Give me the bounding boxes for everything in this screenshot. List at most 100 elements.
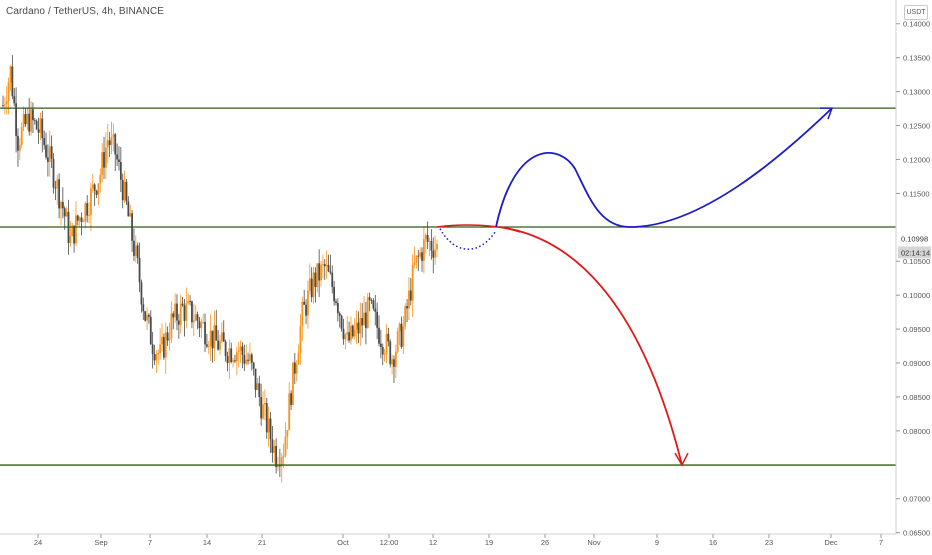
candle-body bbox=[75, 215, 77, 244]
candle-body bbox=[121, 179, 124, 201]
candle-body bbox=[198, 321, 201, 329]
candle-body bbox=[30, 109, 32, 132]
candle-body bbox=[230, 348, 233, 362]
candle-body bbox=[290, 393, 292, 405]
candle-body bbox=[224, 341, 227, 357]
candle-body bbox=[415, 255, 418, 263]
candle-body bbox=[54, 187, 57, 189]
candles bbox=[2, 55, 438, 483]
candle-body bbox=[365, 312, 367, 328]
candle-body bbox=[245, 359, 248, 364]
candle-body bbox=[256, 383, 259, 390]
candle-body bbox=[249, 354, 251, 361]
candle-body bbox=[263, 403, 266, 405]
candle-body bbox=[202, 321, 205, 323]
x-tick-label: 7 bbox=[879, 538, 883, 547]
candle-body bbox=[370, 300, 373, 301]
candle-body bbox=[335, 301, 337, 304]
candle-body bbox=[166, 332, 169, 341]
candle-body bbox=[394, 351, 397, 367]
candle-body bbox=[69, 235, 72, 243]
time-axis[interactable]: 24 Sep 7 14 21 Oct 12:00 12 19 26 Nov 9 16 23 Dec 7 bbox=[0, 533, 896, 547]
candle-body bbox=[45, 145, 47, 158]
candle-body bbox=[307, 290, 309, 316]
candle-body bbox=[383, 354, 386, 356]
candle-body bbox=[419, 252, 422, 257]
candle-body bbox=[260, 397, 263, 419]
candle-body bbox=[35, 120, 38, 130]
candle-body bbox=[430, 241, 433, 251]
candle-body bbox=[22, 114, 25, 128]
projection-paths[interactable] bbox=[436, 107, 834, 467]
candle-body bbox=[11, 66, 14, 97]
candle-body bbox=[366, 297, 369, 328]
candle-body bbox=[60, 201, 62, 209]
candle-body bbox=[65, 211, 68, 217]
candle-body bbox=[351, 325, 354, 337]
y-tick-label: 0.10000 bbox=[903, 291, 930, 300]
candle-body bbox=[275, 445, 278, 468]
candle-body bbox=[134, 245, 137, 256]
candle-body bbox=[228, 348, 231, 363]
x-tick-label: 23 bbox=[765, 538, 773, 547]
candle-body bbox=[136, 245, 139, 258]
candle-body bbox=[280, 457, 283, 467]
candle-body bbox=[146, 314, 148, 321]
candle-body bbox=[426, 235, 429, 242]
candle-body bbox=[103, 152, 105, 168]
candle-body bbox=[84, 203, 87, 222]
last-price-bg bbox=[898, 233, 931, 245]
candle-body bbox=[9, 66, 12, 83]
bearish-projection-path[interactable] bbox=[499, 226, 683, 466]
candle-body bbox=[357, 322, 360, 334]
candle-body bbox=[391, 359, 394, 365]
candle-body bbox=[247, 359, 249, 361]
candle-body bbox=[63, 208, 66, 217]
candle-body bbox=[127, 201, 130, 217]
candle-body bbox=[374, 308, 377, 312]
x-tick-label: Nov bbox=[587, 538, 601, 547]
candle-body bbox=[340, 315, 343, 329]
candle-body bbox=[78, 217, 81, 221]
candle-body bbox=[346, 332, 349, 335]
candle-body bbox=[18, 145, 21, 151]
candle-body bbox=[207, 346, 210, 347]
candle-body bbox=[177, 320, 180, 325]
candle-body bbox=[312, 272, 315, 298]
y-tick-label: 0.09000 bbox=[903, 359, 930, 368]
candle-body bbox=[192, 320, 195, 323]
candle-body bbox=[359, 318, 362, 334]
candle-body bbox=[187, 301, 190, 304]
candle-body bbox=[278, 465, 281, 467]
candle-body bbox=[232, 360, 234, 362]
candle-body bbox=[33, 120, 36, 121]
projection-dotted-dip[interactable] bbox=[439, 228, 497, 250]
candle-body bbox=[26, 113, 29, 125]
candle-body bbox=[222, 332, 225, 342]
price-axis[interactable]: 0.14000 0.13500 0.13000 0.12500 0.12000 0.115… bbox=[895, 0, 932, 550]
candle-body bbox=[110, 137, 113, 146]
candle-body bbox=[297, 352, 300, 365]
candle-body bbox=[90, 188, 92, 216]
candle-body bbox=[258, 383, 261, 398]
candle-body bbox=[400, 323, 403, 347]
candle-body bbox=[176, 303, 178, 321]
currency-button[interactable]: USDT bbox=[904, 5, 928, 20]
candle-body bbox=[129, 213, 132, 217]
candle-body bbox=[95, 190, 98, 195]
chart-title: Cardano / TetherUS, 4h, BINANCE bbox=[6, 6, 164, 17]
candle-body bbox=[108, 140, 111, 146]
candle-body bbox=[196, 314, 199, 322]
candle-body bbox=[101, 152, 104, 175]
bullish-arrowhead bbox=[820, 107, 834, 120]
y-tick-label: 0.10500 bbox=[903, 257, 930, 266]
candle-body bbox=[348, 332, 350, 341]
candle-body bbox=[37, 129, 40, 133]
candle-body bbox=[211, 330, 214, 349]
bullish-projection-path[interactable] bbox=[495, 107, 833, 228]
candle-body bbox=[350, 325, 352, 341]
candle-body bbox=[325, 264, 328, 267]
candle-body bbox=[43, 138, 46, 146]
